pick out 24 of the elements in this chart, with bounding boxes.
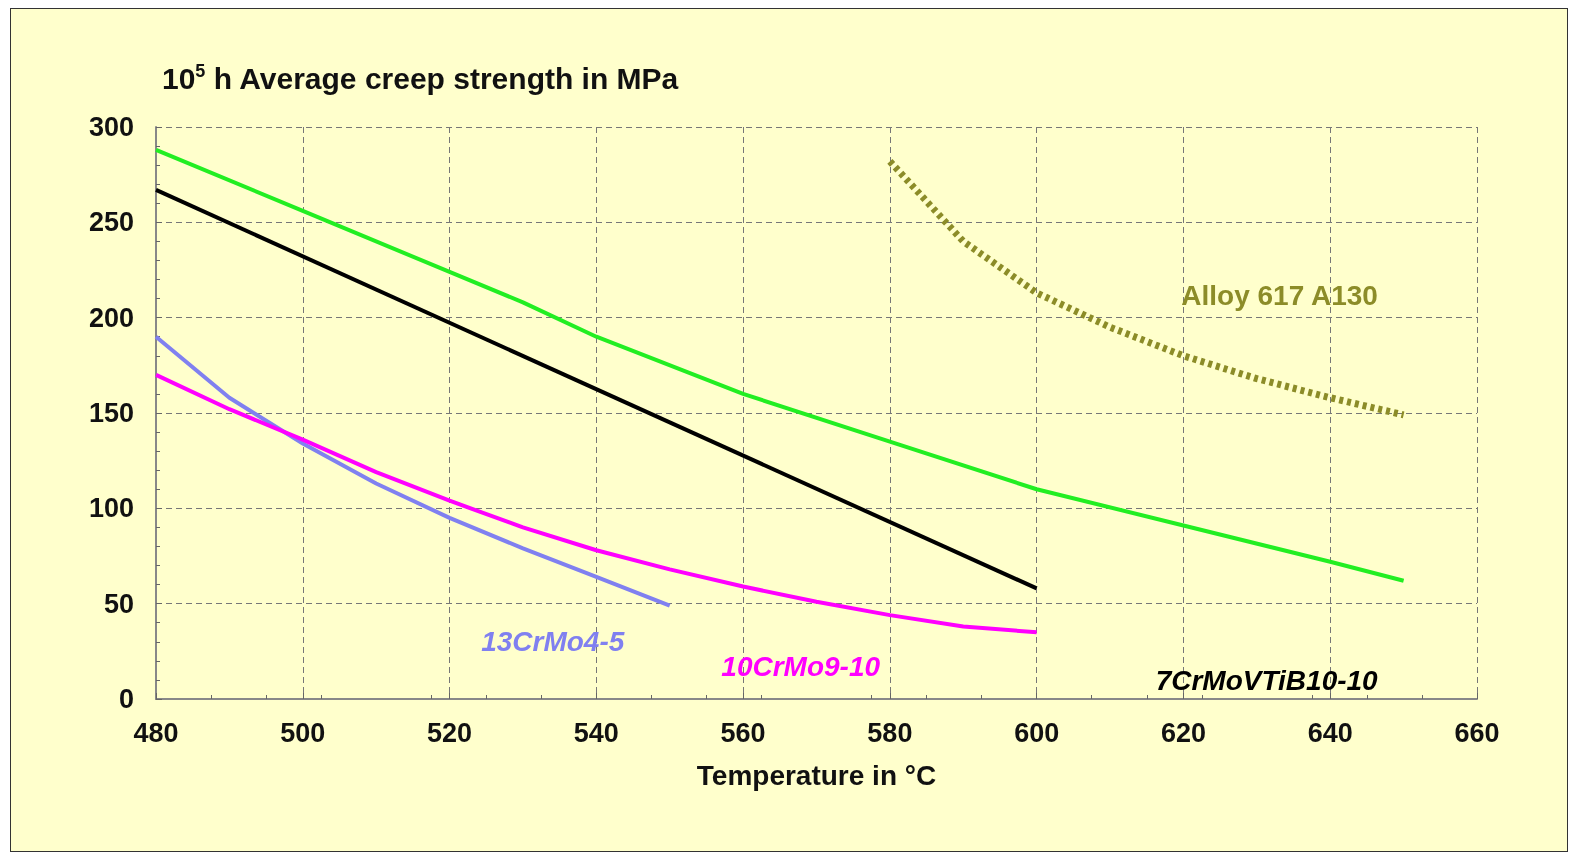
y-tick-label: 250: [88, 207, 134, 238]
line-series: [154, 147, 1406, 583]
y-tick-label: 150: [88, 398, 134, 428]
x-tick-label: 500: [280, 717, 326, 748]
y-tick-label: 50: [103, 588, 134, 619]
series-label: 10CrMo9-10: [721, 650, 881, 682]
x-tick-label: 660: [1454, 717, 1500, 748]
x-tick-label: 540: [573, 717, 619, 748]
y-tick-label: 0: [118, 684, 134, 714]
y-tick-label: 300: [88, 112, 134, 142]
x-tick-label: 640: [1307, 717, 1353, 748]
line-series: [154, 334, 672, 608]
x-axis-title: Temperature in °C: [696, 759, 937, 791]
y-tick-label: 100: [88, 493, 134, 524]
x-tick-label: 480: [133, 717, 179, 748]
series-label: Alloy 617 A130: [1181, 280, 1378, 312]
x-tick-label: 580: [867, 717, 913, 748]
x-tick-label: 560: [720, 717, 766, 748]
y-tick-label: 200: [88, 302, 134, 333]
x-tick-label: 620: [1160, 717, 1206, 748]
text: 7CrMoVTiB10-10: [1155, 664, 1379, 696]
x-tick-label: 520: [427, 717, 473, 748]
x-tick-label: 600: [1014, 717, 1060, 748]
series-label: 13CrMo4-5: [481, 626, 625, 658]
